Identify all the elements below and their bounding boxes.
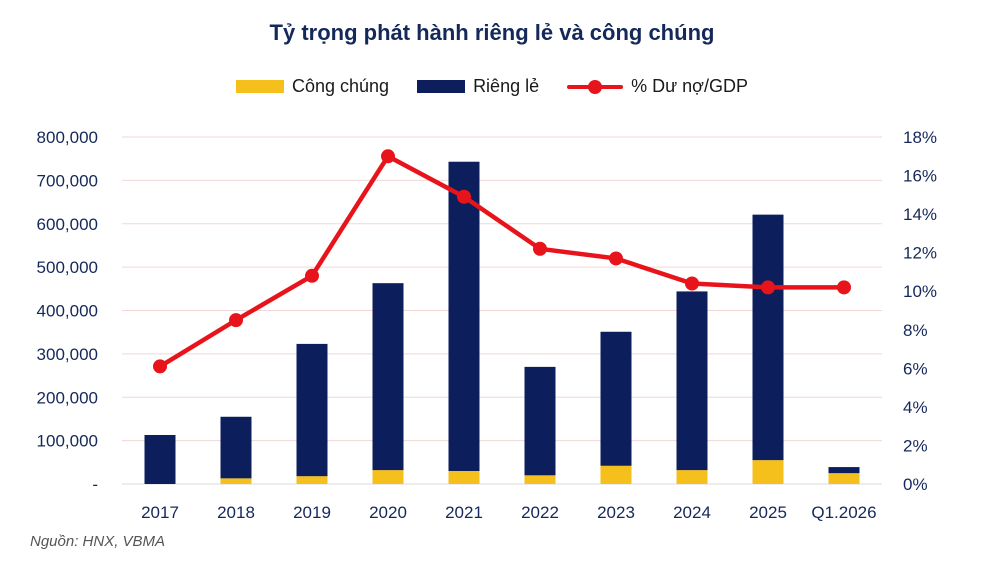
y-left-tick-label: 700,000 [37,171,98,190]
line-point [533,241,547,256]
y-right-tick-label: 12% [903,244,937,263]
y-left-tick-label: 300,000 [37,345,98,364]
bar-private [752,214,784,461]
line-series-path [157,154,847,369]
y-right-tick-label: 16% [903,167,937,186]
line-series [153,149,851,374]
x-tick-label: 2017 [141,503,179,522]
bars [144,161,860,484]
legend-item-public: Công chúng [235,76,390,97]
bar-private [296,343,328,477]
line-point [381,149,395,164]
y-left-tick-label: 600,000 [37,215,98,234]
x-axis: 2017 2018 2019 2020 2021 2022 2023 2024 2025 Q1.2… [141,503,877,522]
y-left-tick-label: 800,000 [37,128,98,147]
line-point [761,280,775,295]
legend-label-public: Công chúng [291,76,390,96]
legend: Công chúng Riêng lẻ % Dư nợ/GDP [0,76,984,97]
x-tick-label: 2019 [293,503,331,522]
legend-item-private: Riêng lẻ [417,76,539,97]
y-right-tick-label: 8% [903,321,928,340]
y-left-tick-label: 500,000 [37,258,98,277]
line-point [609,251,623,266]
bar-public [448,470,480,484]
bar-private [828,467,860,474]
bar-public [296,476,328,484]
bar-private [220,416,252,479]
y-left-tick-label: - [92,475,98,494]
bar-public [676,470,708,484]
bar-public [828,473,860,484]
bar-public [524,475,556,484]
line-point [685,276,699,291]
bar-private [676,291,708,471]
legend-label-line: % Dư nợ/GDP [631,76,748,96]
line-point [229,313,243,328]
y-right-tick-label: 14% [903,205,937,224]
bar-private [372,283,404,471]
x-tick-label: Q1.2026 [811,503,876,522]
line-point [457,189,471,204]
bar-public [600,465,632,484]
y-right-tick-label: 6% [903,359,928,378]
source-note: Nguồn: HNX, VBMA [30,533,166,550]
legend-swatch-line [567,79,624,94]
y-left-axis: - 100,000 200,000 300,000 400,000 500,000 600,… [37,128,98,494]
y-right-axis: 0% 2% 4% 6% 8% 10% 12% 14% 16% 18% [903,128,937,494]
bar-private [448,161,480,471]
bar-public [372,470,404,484]
x-tick-label: 2025 [749,503,787,522]
x-tick-label: 2022 [521,503,559,522]
y-left-tick-label: 200,000 [37,388,98,407]
y-left-tick-label: 100,000 [37,432,98,451]
line-point [305,268,319,283]
legend-swatch-public [235,80,284,93]
legend-swatch-private [417,80,466,93]
line-point [837,280,851,295]
bar-public [220,478,252,484]
x-tick-label: 2018 [217,503,255,522]
x-tick-label: 2021 [445,503,483,522]
y-right-tick-label: 2% [903,436,928,455]
x-tick-label: 2020 [369,503,407,522]
bar-private [524,366,556,476]
y-right-tick-label: 0% [903,475,928,494]
x-tick-label: 2024 [673,503,711,522]
y-right-tick-label: 4% [903,398,928,417]
chart-title: Tỷ trọng phát hành riêng lẻ và công chún… [269,20,715,45]
line-point [153,359,167,374]
y-left-tick-label: 400,000 [37,302,98,321]
y-right-tick-label: 10% [903,282,937,301]
bar-public [752,460,784,484]
bar-private [600,331,632,466]
x-tick-label: 2023 [597,503,635,522]
bar-private [144,434,176,484]
legend-item-line: % Dư nợ/GDP [567,76,748,97]
y-right-tick-label: 18% [903,128,937,147]
legend-label-private: Riêng lẻ [473,76,540,96]
